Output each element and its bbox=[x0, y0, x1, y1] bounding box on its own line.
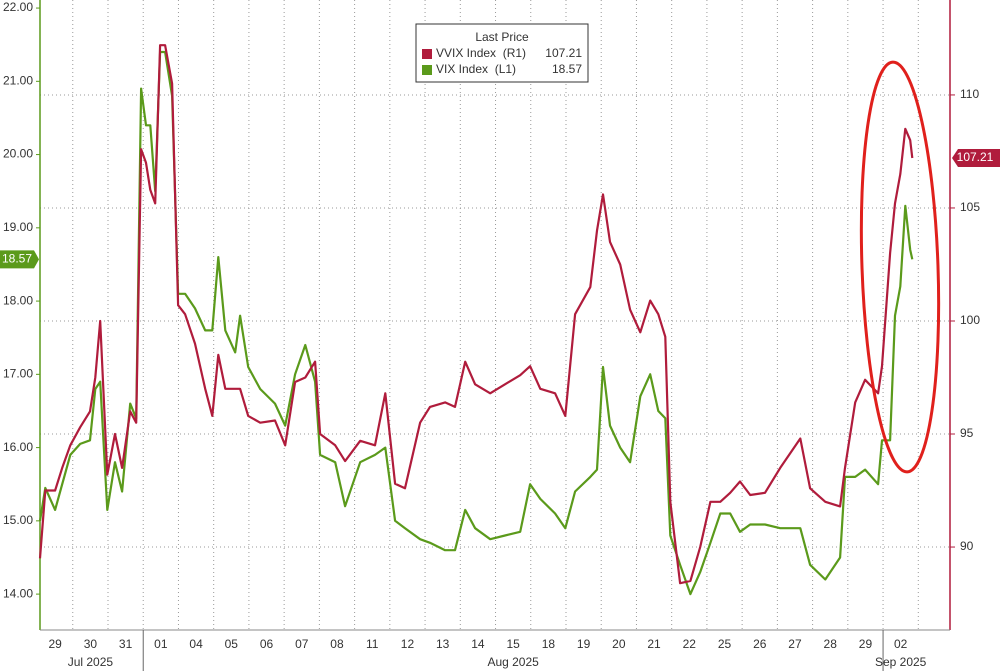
legend-swatch bbox=[422, 49, 432, 59]
x-tick-label: 02 bbox=[894, 637, 908, 651]
series-line bbox=[38, 44, 914, 585]
x-tick-label: 21 bbox=[647, 637, 661, 651]
legend-value: 107.21 bbox=[545, 46, 582, 60]
y-tick-label: 19.00 bbox=[3, 220, 33, 234]
legend-box bbox=[415, 23, 589, 83]
y2-tick-label: 90 bbox=[960, 539, 974, 553]
x-tick-label: 11 bbox=[366, 637, 379, 651]
y-tick-label: 16.00 bbox=[3, 440, 33, 454]
x-tick-label: 25 bbox=[718, 637, 732, 651]
x-tick-label: 20 bbox=[612, 637, 626, 651]
y2-tick-label: 110 bbox=[960, 87, 979, 101]
legend-label: VVIX Index (R1) bbox=[436, 46, 526, 60]
last-value-badge bbox=[952, 149, 1000, 168]
x-tick-label: 06 bbox=[260, 637, 274, 651]
y-tick-label: 18.00 bbox=[3, 293, 33, 307]
last-value-badge bbox=[0, 250, 39, 269]
x-tick-label: 04 bbox=[189, 637, 203, 651]
y2-tick-label: 105 bbox=[960, 200, 980, 214]
x-tick-label: 31 bbox=[119, 637, 133, 651]
x-tick-label: 08 bbox=[330, 637, 344, 651]
last-value-label: 107.21 bbox=[957, 150, 994, 164]
x-tick-label: 15 bbox=[506, 637, 520, 651]
x-tick-label: 29 bbox=[859, 637, 873, 651]
x-tick-label: 30 bbox=[84, 637, 98, 651]
highlight-ellipse bbox=[859, 60, 941, 474]
x-tick-label: 14 bbox=[471, 637, 485, 651]
x-group-label: Aug 2025 bbox=[487, 655, 539, 669]
x-tick-label: 29 bbox=[48, 637, 62, 651]
x-group-label: Sep 2025 bbox=[875, 655, 927, 669]
legend-title: Last Price bbox=[475, 30, 529, 44]
x-tick-label: 22 bbox=[683, 637, 697, 651]
x-tick-label: 05 bbox=[225, 637, 239, 651]
x-tick-label: 01 bbox=[154, 637, 168, 651]
x-tick-label: 19 bbox=[577, 637, 591, 651]
y-tick-label: 14.00 bbox=[3, 586, 33, 600]
y2-tick-label: 100 bbox=[960, 313, 980, 327]
x-tick-label: 13 bbox=[436, 637, 450, 651]
last-value-label: 18.57 bbox=[2, 251, 32, 265]
x-tick-label: 27 bbox=[788, 637, 802, 651]
series-line bbox=[38, 50, 914, 596]
y2-tick-label: 95 bbox=[960, 426, 974, 440]
y-tick-label: 22.00 bbox=[3, 0, 33, 14]
y-tick-label: 20.00 bbox=[3, 147, 33, 161]
legend-label: VIX Index (L1) bbox=[436, 62, 516, 76]
legend-value: 18.57 bbox=[552, 62, 582, 76]
x-tick-label: 07 bbox=[295, 637, 309, 651]
x-tick-label: 12 bbox=[401, 637, 415, 651]
y-tick-label: 17.00 bbox=[3, 367, 33, 381]
legend-swatch bbox=[422, 65, 432, 75]
x-group-label: Jul 2025 bbox=[68, 655, 114, 669]
y-tick-label: 21.00 bbox=[3, 73, 33, 87]
x-tick-label: 28 bbox=[824, 637, 838, 651]
x-tick-label: 26 bbox=[753, 637, 767, 651]
y-tick-label: 15.00 bbox=[3, 513, 33, 527]
x-tick-label: 18 bbox=[542, 637, 556, 651]
